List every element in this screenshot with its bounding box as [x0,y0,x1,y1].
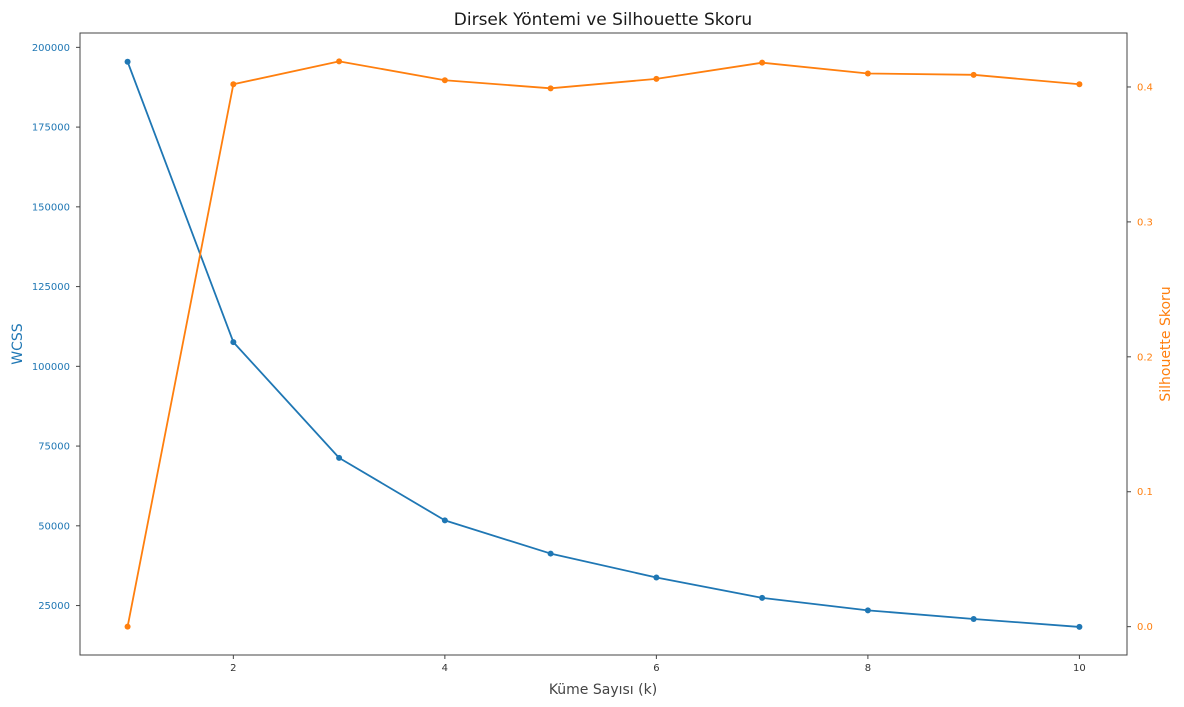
data-point-right [1076,81,1083,88]
y-axis-ticks-left: 25000 50000 75000 100000 125000 150000 175000 2… [32,43,80,612]
series-line-right [126,60,1080,627]
y-right-tick-label: 0.2 [1137,352,1153,363]
x-tick-label: 6 [653,663,659,674]
series-left [124,58,1083,630]
chart-title: Dirsek Yöntemi ve Silhouette Skoru [454,10,752,30]
x-axis-ticks: 2 4 6 8 10 [230,655,1086,674]
data-point-left [970,615,977,622]
data-point-left [230,339,237,346]
plot-frame [79,32,1128,656]
series-layer [124,58,1083,630]
data-point-right [653,75,660,82]
data-point-right [336,58,343,65]
x-axis-label: Küme Sayısı (k) [549,682,657,698]
x-tick-label: 4 [442,663,448,674]
data-point-right [124,623,131,630]
y-left-tick-label: 75000 [38,442,70,453]
data-point-right [547,85,554,92]
data-point-left [547,550,554,557]
series-right [124,58,1083,630]
data-point-right [970,71,977,78]
data-point-right [230,81,237,88]
data-point-left [441,517,448,524]
x-tick-label: 8 [865,663,871,674]
y-left-tick-label: 25000 [38,601,70,612]
data-point-right [759,59,766,66]
y-right-tick-label: 0.3 [1137,217,1153,228]
y-left-tick-label: 175000 [32,123,70,134]
data-point-left [864,607,871,614]
y-right-tick-label: 0.4 [1137,82,1153,93]
y-right-tick-label: 0.1 [1137,487,1153,498]
data-point-left [336,454,343,461]
y-right-tick-label: 0.0 [1137,622,1153,633]
y-left-tick-label: 200000 [32,43,70,54]
y-left-tick-label: 150000 [32,202,70,213]
data-point-right [864,70,871,77]
x-tick-label: 10 [1073,663,1086,674]
y-axis-ticks-right: 0.0 0.1 0.2 0.3 0.4 [1127,82,1153,633]
y-left-tick-label: 50000 [38,521,70,532]
x-tick-label: 2 [230,663,236,674]
data-point-left [1076,623,1083,630]
series-line-left [126,61,1080,628]
data-point-left [124,58,131,65]
data-point-left [653,574,660,581]
data-point-left [759,594,766,601]
y-left-tick-label: 100000 [32,362,70,373]
y-axis-label-left: WCSS [10,323,26,365]
y-left-tick-label: 125000 [32,282,70,293]
data-point-right [441,77,448,84]
y-axis-label-right: Silhouette Skoru [1158,286,1174,401]
